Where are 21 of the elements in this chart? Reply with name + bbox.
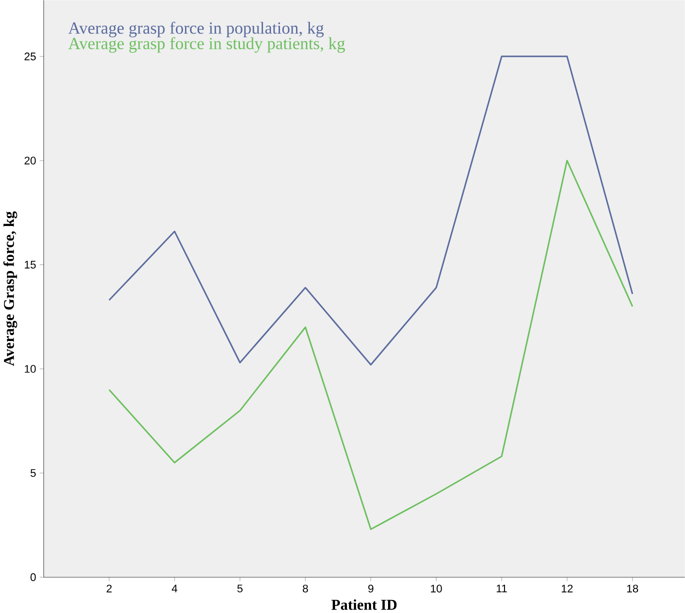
x-tick-label: 8: [302, 584, 308, 592]
x-tick-label: 18: [627, 584, 638, 592]
line-series: [108, 56, 634, 366]
y-tick-label: 15: [24, 260, 36, 268]
x-tick-label: 5: [237, 584, 243, 592]
line-series: [108, 160, 634, 530]
y-tick-label: 25: [24, 52, 36, 60]
x-tick-label: 11: [496, 584, 507, 592]
x-tick-label: 9: [368, 584, 374, 592]
text: Average grasp force in population, kg: [68, 22, 324, 38]
text: Average grasp force in study patients, kg: [68, 37, 345, 53]
x-tick-label: 2: [106, 584, 112, 592]
x-tick-label: 4: [172, 584, 178, 592]
x-tick-label: 12: [562, 584, 573, 592]
y-tick-label: 10: [24, 364, 36, 373]
x-axis-title: Patient ID: [331, 599, 397, 610]
y-tick-label: 20: [24, 156, 36, 164]
y-axis-title: Average Grasp force, kg: [3, 211, 18, 366]
y-tick-label: 0: [30, 573, 36, 581]
x-tick-label: 10: [430, 584, 442, 592]
y-tick-label: 5: [30, 469, 36, 477]
